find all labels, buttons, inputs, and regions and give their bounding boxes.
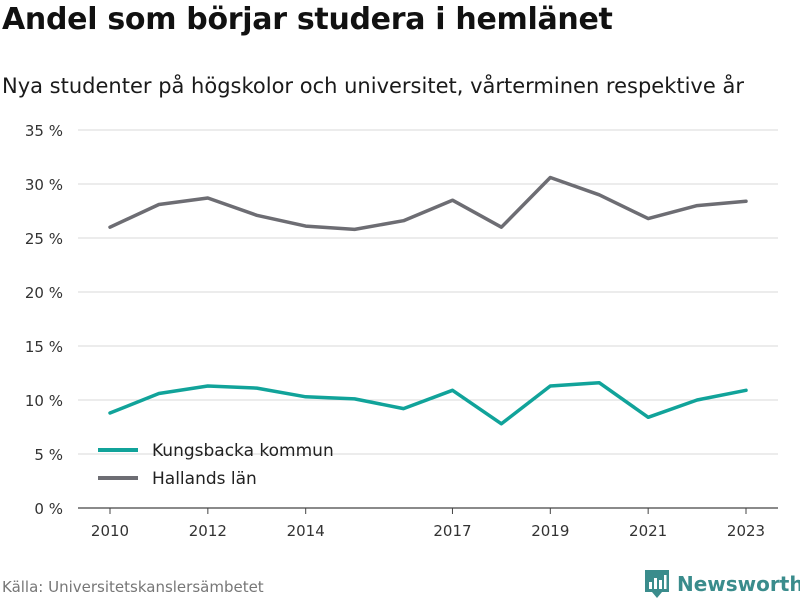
y-tick-label: 35 % (25, 122, 63, 140)
x-tick-label: 2010 (91, 522, 129, 540)
y-tick-label: 20 % (25, 284, 63, 302)
x-tick-label: 2017 (433, 522, 471, 540)
y-axis-ticks: 0 % 5 % 10 % 15 % 20 % 25 % 30 % 35 % (25, 122, 63, 518)
x-tick-label: 2012 (189, 522, 227, 540)
y-tick-label: 25 % (25, 230, 63, 248)
legend-label: Kungsbacka kommun (152, 441, 334, 461)
brand-name: Newsworthy (677, 572, 800, 596)
chart-legend: Kungsbacka kommun Hallands län (98, 441, 334, 489)
newsworthy-logo-icon (645, 570, 669, 598)
brand-logo[interactable]: Newsworthy (644, 569, 800, 599)
chart-grid (78, 129, 778, 509)
y-tick-label: 15 % (25, 338, 63, 356)
x-axis-ticks: 2010 2012 2014 2017 2019 2021 2023 (91, 508, 765, 540)
chart-subtitle: Nya studenter på högskolor och universit… (2, 74, 744, 98)
y-tick-label: 10 % (25, 392, 63, 410)
x-tick-label: 2023 (727, 522, 765, 540)
x-tick-label: 2014 (287, 522, 325, 540)
chart-series (108, 175, 748, 426)
y-tick-label: 0 % (34, 500, 63, 518)
series-line-0 (108, 380, 748, 426)
legend-label: Hallands län (152, 469, 257, 489)
source-note: Källa: Universitetskanslersämbetet (2, 578, 264, 596)
chart-title: Andel som börjar studera i hemlänet (2, 2, 613, 37)
series-line-1 (108, 175, 748, 232)
y-tick-label: 5 % (34, 446, 63, 464)
x-tick-label: 2019 (531, 522, 569, 540)
y-tick-label: 30 % (25, 176, 63, 194)
x-tick-label: 2021 (629, 522, 667, 540)
